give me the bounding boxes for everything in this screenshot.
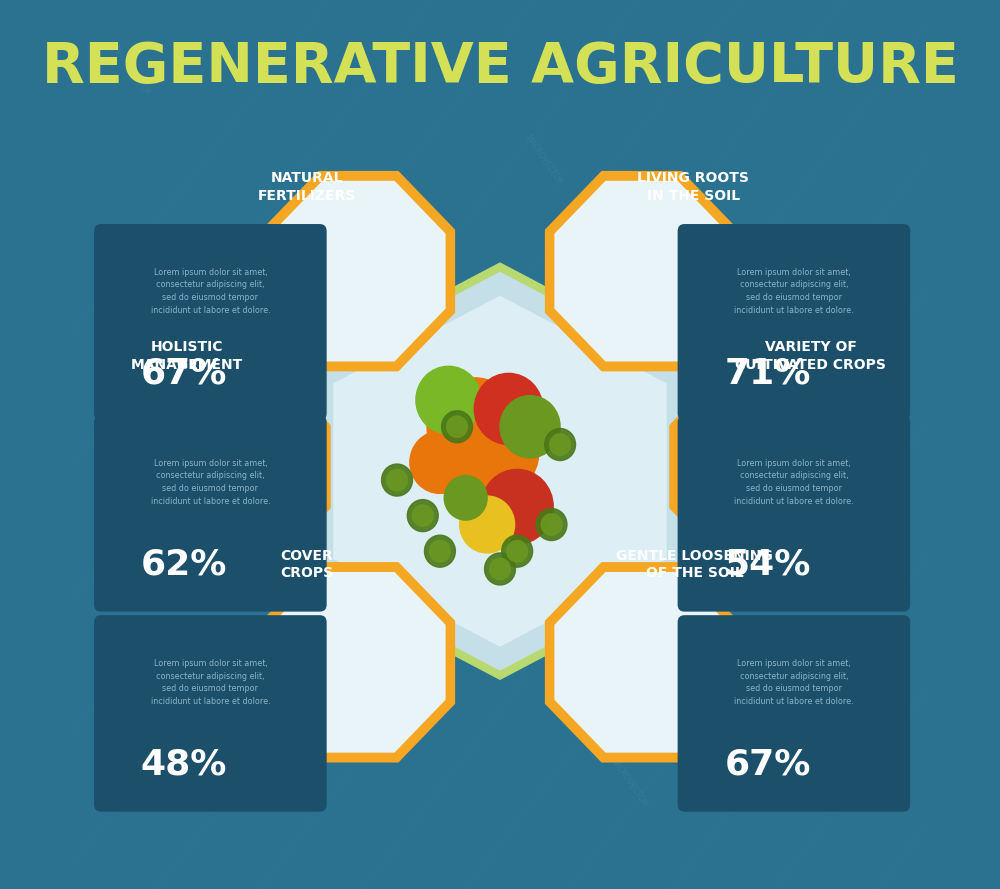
Text: HOLISTIC
MANAGEMENT: HOLISTIC MANAGEMENT [131,340,243,372]
Polygon shape [271,572,446,753]
Text: NATURAL
FERTILIZERS: NATURAL FERTILIZERS [258,171,356,203]
Text: MACROVECTOR: MACROVECTOR [153,418,195,471]
Circle shape [444,476,487,520]
Text: Lorem ipsum dolor sit amet,
consectetur adipiscing elit,
sed do eiusmod tempor
i: Lorem ipsum dolor sit amet, consectetur … [734,268,854,315]
Circle shape [430,541,450,562]
FancyBboxPatch shape [94,224,327,420]
Polygon shape [137,366,331,567]
Circle shape [424,535,455,567]
Polygon shape [147,376,321,557]
Circle shape [541,514,562,535]
FancyBboxPatch shape [678,415,910,612]
Text: 48%: 48% [141,748,227,781]
Circle shape [460,496,515,553]
Text: COVER
CROPS: COVER CROPS [280,549,333,581]
Polygon shape [554,572,729,753]
FancyBboxPatch shape [94,415,327,612]
Polygon shape [310,272,690,670]
Text: REGENERATIVE AGRICULTURE: REGENERATIVE AGRICULTURE [42,40,958,93]
Circle shape [387,469,407,491]
Circle shape [442,411,473,443]
Circle shape [412,505,433,526]
Text: MACROVECTOR: MACROVECTOR [608,756,649,809]
Circle shape [410,431,470,493]
FancyBboxPatch shape [678,224,910,420]
Text: MACROVECTOR: MACROVECTOR [780,347,821,400]
Text: 54%: 54% [724,548,811,581]
Circle shape [427,378,521,476]
Polygon shape [704,442,766,495]
Text: Lorem ipsum dolor sit amet,
consectetur adipiscing elit,
sed do eiusmod tempor
i: Lorem ipsum dolor sit amet, consectetur … [734,459,854,506]
Circle shape [485,553,515,585]
Circle shape [536,509,567,541]
Text: MACROVECTOR: MACROVECTOR [522,133,564,187]
Polygon shape [271,180,446,362]
Circle shape [416,366,481,434]
Text: VARIETY OF
CULTIVATED CROPS: VARIETY OF CULTIVATED CROPS [735,340,886,372]
Circle shape [507,541,527,562]
Circle shape [502,535,533,567]
Polygon shape [669,366,863,567]
Text: MACROVECTOR: MACROVECTOR [110,44,152,98]
Text: GENTLE LOOSENING
OF THE SOIL: GENTLE LOOSENING OF THE SOIL [616,549,773,581]
Polygon shape [262,171,455,372]
Text: 71%: 71% [724,356,811,390]
Circle shape [500,396,560,458]
Polygon shape [679,376,853,557]
Polygon shape [234,442,296,495]
Polygon shape [554,180,729,362]
Polygon shape [262,562,455,763]
Polygon shape [346,261,400,337]
Text: 62%: 62% [141,548,227,581]
Circle shape [382,464,412,496]
Polygon shape [545,171,738,372]
Polygon shape [346,603,396,672]
Polygon shape [600,261,654,337]
Circle shape [481,469,553,544]
Text: 67%: 67% [724,748,811,781]
Circle shape [490,558,510,580]
FancyBboxPatch shape [678,615,910,812]
Text: 67%: 67% [141,356,227,390]
Circle shape [461,413,539,493]
Text: Lorem ipsum dolor sit amet,
consectetur adipiscing elit,
sed do eiusmod tempor
i: Lorem ipsum dolor sit amet, consectetur … [151,459,270,506]
Circle shape [545,428,576,461]
FancyBboxPatch shape [94,615,327,812]
Text: Lorem ipsum dolor sit amet,
consectetur adipiscing elit,
sed do eiusmod tempor
i: Lorem ipsum dolor sit amet, consectetur … [151,268,270,315]
Circle shape [550,434,570,455]
Polygon shape [545,562,738,763]
Text: Lorem ipsum dolor sit amet,
consectetur adipiscing elit,
sed do eiusmod tempor
i: Lorem ipsum dolor sit amet, consectetur … [734,659,854,706]
Text: LIVING ROOTS
IN THE SOIL: LIVING ROOTS IN THE SOIL [637,171,749,203]
Text: MACROVECTOR: MACROVECTOR [110,640,152,693]
Text: Lorem ipsum dolor sit amet,
consectetur adipiscing elit,
sed do eiusmod tempor
i: Lorem ipsum dolor sit amet, consectetur … [151,659,270,706]
Circle shape [474,373,543,444]
Polygon shape [302,262,698,680]
Circle shape [407,500,438,532]
Polygon shape [333,296,667,646]
Circle shape [447,416,467,437]
Polygon shape [604,603,654,672]
